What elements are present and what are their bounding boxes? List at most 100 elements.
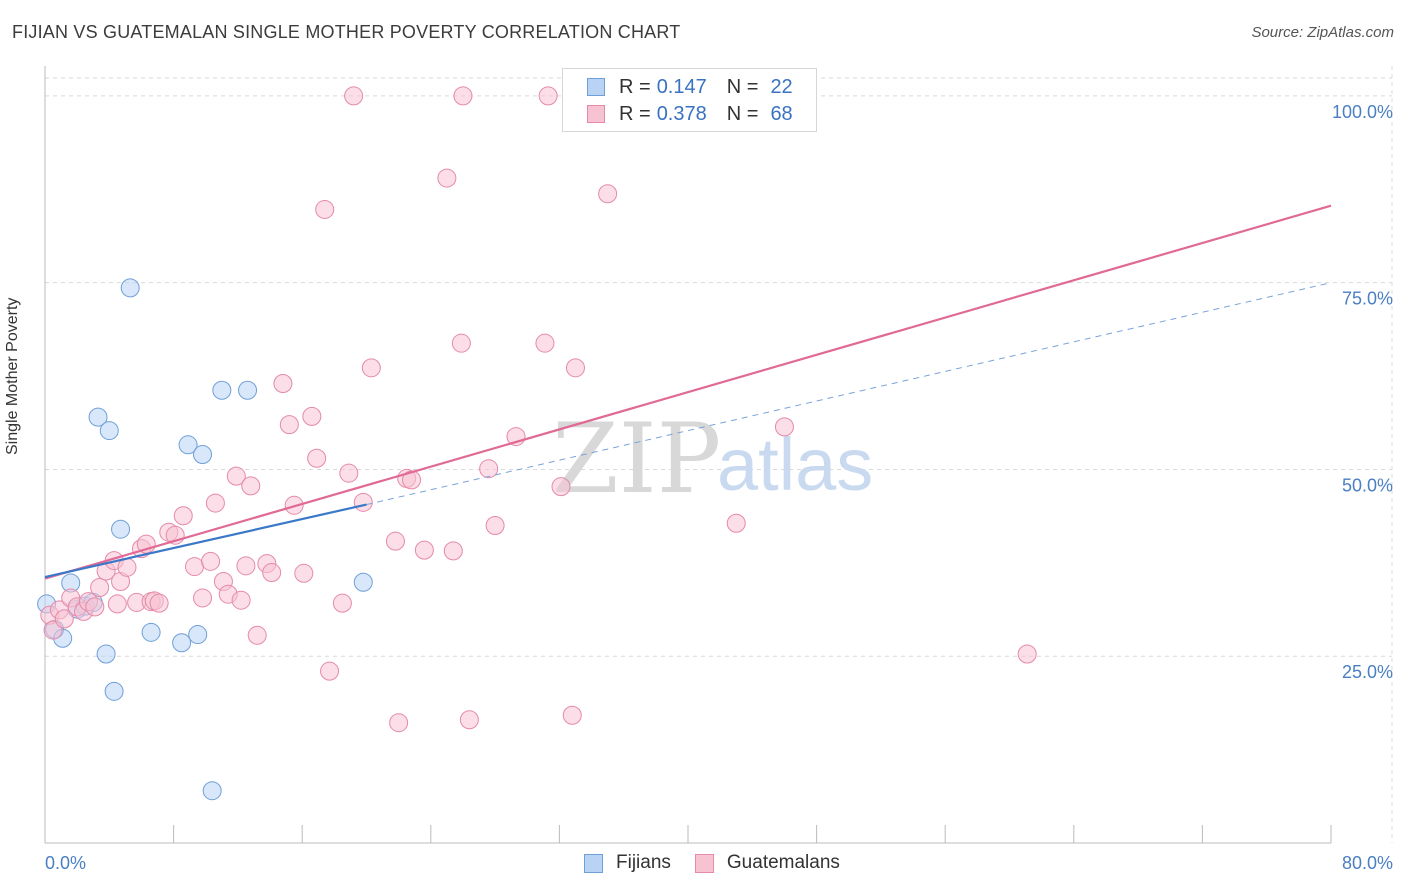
guatemalans-point bbox=[598, 184, 618, 204]
legend-item-fijians: Fijians bbox=[584, 852, 671, 874]
fijians-point bbox=[353, 572, 373, 592]
guatemalans-point bbox=[562, 705, 582, 725]
guatemalans-point bbox=[193, 588, 213, 608]
guatemalans-swatch bbox=[587, 105, 605, 123]
y-tick-label: 50.0% bbox=[1342, 475, 1393, 495]
r-value: 0.147 bbox=[656, 75, 707, 98]
guatemalans-point bbox=[332, 593, 352, 613]
fijians-point bbox=[96, 644, 116, 664]
guatemalans-point bbox=[173, 506, 193, 526]
chart-source: Source: ZipAtlas.com bbox=[1251, 24, 1394, 41]
guatemalans-point bbox=[339, 463, 359, 483]
fijians-point bbox=[178, 435, 198, 455]
guatemalans-point bbox=[437, 168, 457, 188]
axes bbox=[44, 66, 1332, 844]
guatemalans-point bbox=[279, 415, 299, 435]
n-label: N = bbox=[726, 102, 759, 125]
fijians-point bbox=[104, 681, 124, 701]
n-label: N = bbox=[726, 75, 759, 98]
guatemalans-point bbox=[402, 470, 422, 490]
fijians-point bbox=[111, 519, 131, 539]
fijians-point bbox=[193, 445, 213, 464]
y-tick-label: 100.0% bbox=[1332, 102, 1393, 122]
guatemalans-point bbox=[320, 661, 340, 681]
fijians-swatch bbox=[587, 78, 605, 96]
watermark: ZIP atlas bbox=[552, 403, 873, 515]
series-legend: Fijians Guatemalans bbox=[584, 852, 864, 874]
guatemalans-legend-label: Guatemalans bbox=[726, 852, 840, 873]
guatemalans-point bbox=[107, 594, 127, 614]
fijians-point bbox=[172, 633, 192, 653]
guatemalans-point bbox=[459, 710, 479, 730]
guatemalans-point bbox=[231, 590, 251, 610]
guatemalans-point bbox=[236, 556, 256, 576]
legend-row-fijians: R = 0.147 N = 22 bbox=[587, 73, 793, 101]
r-label: R = bbox=[619, 102, 651, 125]
y-tick-label: 75.0% bbox=[1342, 289, 1393, 309]
x-tick-label: 0.0% bbox=[45, 853, 86, 873]
guatemalans-point bbox=[485, 515, 505, 535]
guatemalans-point bbox=[149, 593, 169, 613]
fijians-trend-line bbox=[44, 503, 367, 579]
fijians-point bbox=[212, 380, 232, 400]
guatemalans-point bbox=[414, 540, 434, 560]
guatemalans-point bbox=[1017, 644, 1037, 664]
guatemalans-point bbox=[551, 477, 571, 497]
r-label: R = bbox=[619, 75, 651, 98]
guatemalans-point bbox=[302, 406, 322, 426]
guatemalans-point bbox=[315, 199, 335, 219]
fijians-point bbox=[238, 380, 258, 400]
guatemalans-point bbox=[389, 713, 409, 733]
fijians-point bbox=[120, 278, 140, 298]
guatemalans-point bbox=[353, 492, 373, 512]
guatemalans-point bbox=[262, 563, 282, 583]
guatemalans-point bbox=[774, 417, 794, 437]
r-value: 0.378 bbox=[656, 102, 707, 125]
guatemalans-point bbox=[307, 448, 327, 468]
guatemalans-point bbox=[451, 333, 471, 353]
x-tick-labels: 0.0% 80.0% bbox=[45, 853, 1393, 873]
fijians-point bbox=[88, 407, 108, 427]
guatemalans-point bbox=[85, 597, 105, 617]
legend-row-guatemalans: R = 0.378 N = 68 bbox=[587, 100, 793, 128]
guatemalans-point bbox=[538, 86, 558, 106]
guatemalans-point bbox=[344, 86, 364, 106]
fijians-point bbox=[141, 622, 161, 642]
trend-lines bbox=[44, 204, 1332, 580]
guatemalans-point bbox=[726, 513, 746, 533]
n-value: 68 bbox=[770, 102, 793, 125]
guatemalans-point bbox=[535, 333, 555, 353]
fijians-point bbox=[99, 421, 119, 441]
y-tick-label: 25.0% bbox=[1342, 662, 1393, 682]
guatemalans-point bbox=[184, 557, 204, 577]
fijians-legend-label: Fijians bbox=[616, 852, 671, 873]
guatemalans-point bbox=[273, 374, 293, 394]
guatemalans-point bbox=[241, 476, 261, 496]
guatemalans-point bbox=[361, 358, 381, 378]
guatemalans-point bbox=[90, 577, 110, 597]
guatemalans-point bbox=[226, 466, 246, 486]
legend-item-guatemalans: Guatemalans bbox=[694, 852, 840, 874]
correlation-legend: R = 0.147 N = 22 R = 0.378 N = 68 bbox=[562, 68, 817, 132]
guatemalans-point bbox=[453, 86, 473, 106]
chart-title: FIJIAN VS GUATEMALAN SINGLE MOTHER POVER… bbox=[12, 22, 681, 42]
watermark-zip: ZIP bbox=[552, 403, 721, 515]
fijians-legend-swatch bbox=[584, 853, 603, 873]
guatemalans-point bbox=[385, 531, 405, 551]
guatemalans-trend-line bbox=[44, 204, 1332, 580]
guatemalans-point bbox=[479, 459, 499, 479]
fijians-point bbox=[202, 781, 222, 801]
guatemalans-point bbox=[205, 493, 225, 513]
guatemalans-point bbox=[201, 551, 221, 571]
grid-lines bbox=[45, 66, 1393, 843]
y-axis-label: Single Mother Poverty bbox=[4, 297, 21, 455]
x-tick-label: 80.0% bbox=[1342, 853, 1393, 873]
guatemalans-point bbox=[294, 563, 314, 583]
guatemalans-point bbox=[54, 609, 74, 629]
watermark-atlas: atlas bbox=[717, 423, 873, 506]
y-tick-labels: 25.0% 50.0% 75.0% 100.0% bbox=[1332, 102, 1393, 682]
guatemalans-legend-swatch bbox=[694, 853, 714, 873]
guatemalans-point bbox=[443, 541, 463, 561]
data-points bbox=[37, 86, 1037, 801]
